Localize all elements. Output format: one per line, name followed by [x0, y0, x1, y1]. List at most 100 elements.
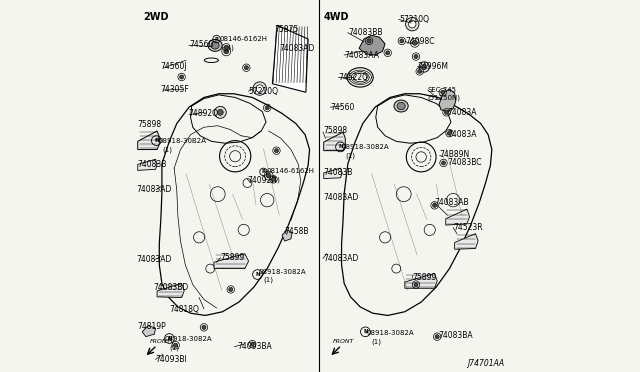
Text: 74083AB: 74083AB	[435, 198, 469, 207]
Text: 74B89N: 74B89N	[440, 150, 470, 159]
Circle shape	[250, 342, 254, 346]
Polygon shape	[214, 254, 248, 269]
Polygon shape	[324, 168, 342, 179]
Circle shape	[414, 54, 418, 58]
Text: 75875: 75875	[275, 25, 299, 34]
Text: 74522Q: 74522Q	[338, 73, 368, 82]
Text: (1): (1)	[371, 338, 381, 345]
Circle shape	[367, 39, 371, 43]
Text: (1): (1)	[170, 344, 179, 351]
Polygon shape	[138, 131, 159, 150]
Text: R: R	[214, 36, 219, 42]
Circle shape	[180, 75, 184, 79]
Circle shape	[435, 335, 439, 339]
Text: 74819P: 74819P	[138, 322, 166, 331]
Circle shape	[414, 283, 418, 286]
Text: 74093BA: 74093BA	[237, 342, 272, 351]
Text: 08918-3082A: 08918-3082A	[342, 144, 389, 150]
Text: 74083BD: 74083BD	[154, 283, 189, 292]
Text: 08146-6162H: 08146-6162H	[220, 36, 268, 42]
Circle shape	[447, 131, 451, 135]
Circle shape	[275, 148, 278, 153]
Polygon shape	[359, 35, 385, 55]
Text: 74083BA: 74083BA	[438, 331, 473, 340]
Circle shape	[444, 110, 449, 114]
Text: 75898: 75898	[323, 126, 347, 135]
Text: 74092R: 74092R	[248, 176, 277, 185]
Ellipse shape	[211, 42, 219, 49]
Text: 74560: 74560	[330, 103, 355, 112]
Text: (51150N): (51150N)	[427, 94, 460, 101]
Polygon shape	[138, 159, 157, 170]
Text: 74083AD: 74083AD	[280, 44, 315, 53]
Text: 08918-3082A: 08918-3082A	[367, 330, 414, 336]
Circle shape	[224, 45, 228, 49]
Circle shape	[228, 287, 233, 292]
Circle shape	[400, 39, 404, 43]
Text: 74083A: 74083A	[447, 130, 477, 139]
Circle shape	[422, 64, 427, 70]
Text: 74523R: 74523R	[453, 223, 483, 232]
Text: 74083B: 74083B	[324, 169, 353, 177]
Text: 74083AA: 74083AA	[344, 51, 379, 60]
Text: 74083A: 74083A	[447, 108, 477, 117]
Text: FRONT: FRONT	[150, 339, 171, 344]
Circle shape	[406, 17, 419, 31]
Text: 74083AD: 74083AD	[324, 193, 359, 202]
Circle shape	[418, 69, 422, 74]
Text: 74083AD: 74083AD	[323, 254, 358, 263]
Text: 74560: 74560	[189, 40, 213, 49]
Text: 08918-3082A: 08918-3082A	[164, 336, 212, 342]
Text: 74083AD: 74083AD	[136, 255, 172, 264]
Circle shape	[441, 90, 445, 94]
Circle shape	[256, 85, 264, 92]
Ellipse shape	[394, 100, 408, 112]
Text: (4): (4)	[271, 176, 280, 183]
Text: 74083AD: 74083AD	[136, 185, 172, 194]
Circle shape	[419, 62, 429, 72]
Text: 75899: 75899	[412, 273, 436, 282]
Text: (1): (1)	[162, 146, 172, 153]
Text: N: N	[255, 272, 260, 277]
Text: SEC.745: SEC.745	[428, 87, 457, 93]
Circle shape	[412, 40, 417, 45]
Text: 75899: 75899	[220, 253, 244, 262]
Circle shape	[271, 177, 276, 181]
Polygon shape	[157, 283, 184, 298]
Text: (1): (1)	[264, 276, 273, 283]
Circle shape	[386, 51, 390, 55]
Polygon shape	[454, 234, 478, 249]
Circle shape	[218, 109, 223, 115]
Text: N: N	[363, 329, 368, 334]
Text: (1): (1)	[346, 152, 355, 159]
Ellipse shape	[208, 39, 222, 51]
Text: 7458B: 7458B	[285, 227, 309, 236]
Text: 74818Q: 74818Q	[170, 305, 199, 314]
Text: N: N	[338, 144, 343, 150]
Text: 57210Q: 57210Q	[399, 15, 429, 24]
Text: N: N	[167, 336, 172, 341]
Circle shape	[244, 65, 248, 70]
Polygon shape	[282, 230, 292, 241]
Circle shape	[202, 325, 206, 330]
Polygon shape	[273, 25, 308, 92]
Text: 74305F: 74305F	[160, 85, 189, 94]
Circle shape	[433, 203, 436, 207]
Circle shape	[265, 106, 269, 110]
Text: N: N	[154, 138, 159, 143]
Text: 74892Q: 74892Q	[188, 109, 218, 118]
Polygon shape	[439, 89, 456, 112]
Text: 74093BI: 74093BI	[156, 355, 188, 364]
Polygon shape	[445, 209, 470, 225]
Text: 57210Q: 57210Q	[248, 87, 278, 96]
Text: 74560J: 74560J	[160, 62, 187, 71]
Text: 2WD: 2WD	[143, 12, 169, 22]
Text: 08918-3082A: 08918-3082A	[259, 269, 307, 275]
Circle shape	[214, 106, 227, 118]
Text: 74083BC: 74083BC	[447, 158, 482, 167]
Text: J74701AA: J74701AA	[467, 359, 504, 368]
Circle shape	[224, 49, 228, 54]
Text: 74083BB: 74083BB	[348, 28, 383, 37]
Polygon shape	[405, 273, 437, 288]
Text: 75898: 75898	[137, 120, 161, 129]
